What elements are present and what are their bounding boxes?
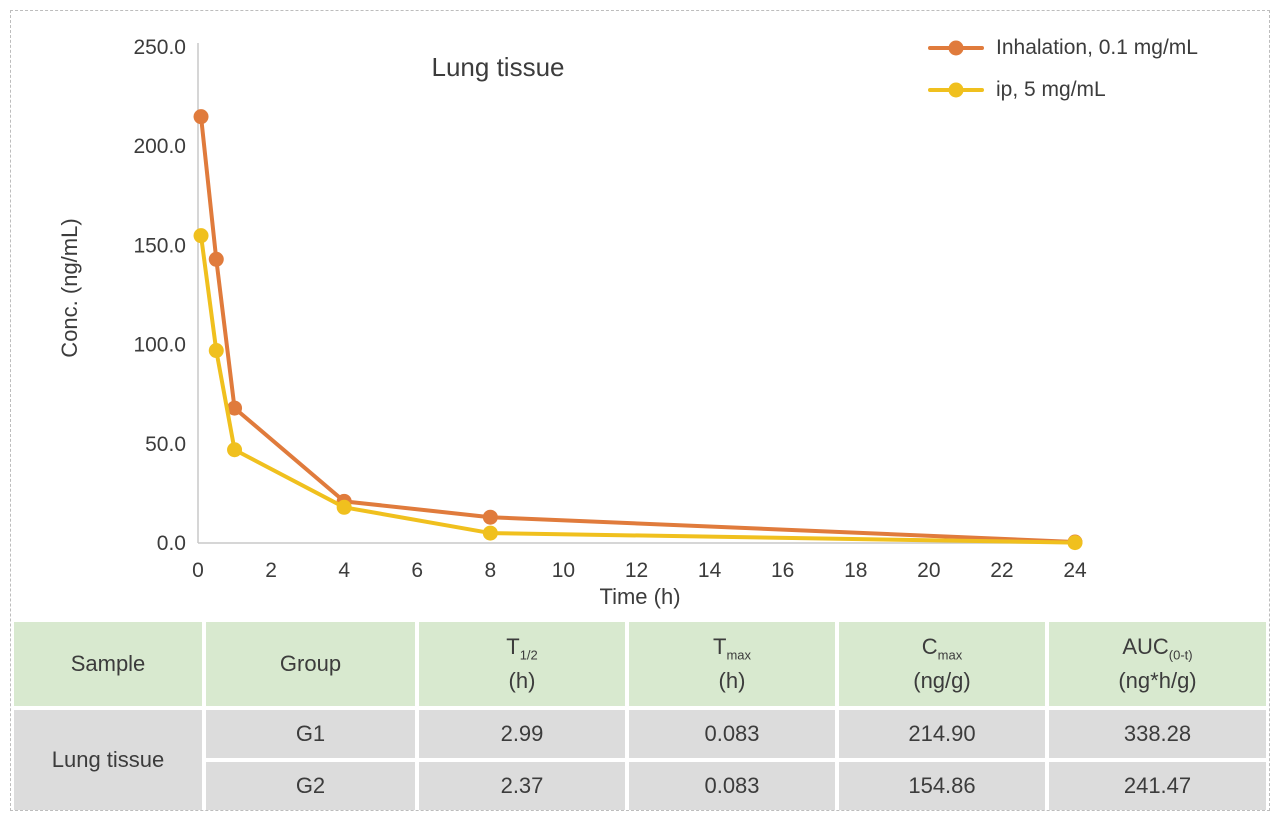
header-subscript: max [937, 647, 963, 663]
x-tick-label: 22 [990, 559, 1013, 582]
legend-item-ip: ip, 5 mg/mL [928, 78, 1198, 102]
legend-label: Inhalation, 0.1 mg/mL [996, 36, 1198, 59]
data-point-marker [227, 400, 243, 416]
table-cell-thalf-g2: 2.37 [419, 762, 625, 810]
header-symbol: Group [279, 651, 342, 676]
data-point-marker [336, 499, 352, 515]
header-unit: (ng/g) [913, 668, 971, 693]
table-cell-thalf-g1: 2.99 [419, 710, 625, 758]
y-tick-label: 0.0 [157, 532, 186, 555]
table-cell-group-g2: G2 [206, 762, 415, 810]
table-cell-tmax-g2: 0.083 [629, 762, 835, 810]
pk-parameters-table: Sample Group T1/2 (h) Tmax (h) Cmax (ng/… [14, 622, 1266, 810]
legend-label: ip, 5 mg/mL [996, 78, 1106, 101]
table-cell-group-g1: G1 [206, 710, 415, 758]
x-tick-label: 24 [1063, 559, 1087, 582]
y-tick-label: 200.0 [133, 135, 186, 158]
series-swatch-inhalation-icon [928, 46, 984, 50]
y-tick-label: 100.0 [133, 334, 186, 357]
series-line-1 [199, 235, 1076, 545]
data-point-marker [208, 251, 224, 267]
x-tick-label: 2 [265, 559, 277, 582]
header-subscript: max [726, 647, 751, 663]
data-point-marker [193, 228, 209, 244]
header-subscript: 1/2 [519, 647, 538, 663]
table-cell-sample: Lung tissue [14, 710, 202, 810]
x-tick-label: 18 [844, 559, 867, 582]
table-header-t-half: T1/2 (h) [419, 622, 625, 706]
y-axis-label: Conc. (ng/mL) [57, 218, 82, 358]
header-unit: (ng*h/g) [1118, 668, 1197, 693]
data-point-marker [193, 109, 209, 125]
data-point-marker [482, 509, 498, 525]
header-symbol: T [712, 634, 727, 659]
header-unit: (h) [508, 668, 536, 693]
legend-item-inhalation: Inhalation, 0.1 mg/mL [928, 36, 1198, 60]
header-symbol: AUC [1122, 634, 1169, 659]
y-tick-label: 250.0 [133, 36, 186, 59]
data-point-marker [1067, 535, 1083, 551]
header-unit: (h) [718, 668, 746, 693]
table-cell-cmax-g2: 154.86 [839, 762, 1045, 810]
table-header-tmax: Tmax (h) [629, 622, 835, 706]
x-tick-label: 8 [484, 559, 496, 582]
chart-title: Lung tissue [431, 52, 565, 82]
table-header-auc: AUC(0-t) (ng*h/g) [1049, 622, 1266, 706]
table-cell-auc-g2: 241.47 [1049, 762, 1266, 810]
table-header-sample: Sample [14, 622, 202, 706]
data-point-marker [482, 525, 498, 541]
y-tick-label: 50.0 [145, 433, 186, 456]
x-tick-label: 12 [625, 559, 648, 582]
header-symbol: C [921, 634, 938, 659]
x-tick-label: 14 [698, 559, 722, 582]
x-tick-label: 0 [192, 559, 204, 582]
series-line-0 [199, 116, 1076, 545]
x-tick-label: 6 [411, 559, 423, 582]
x-tick-label: 20 [917, 559, 940, 582]
data-point-marker [208, 343, 224, 359]
series-swatch-ip-icon [928, 88, 984, 92]
header-symbol: Sample [70, 651, 146, 676]
table-cell-auc-g1: 338.28 [1049, 710, 1266, 758]
x-axis-label: Time (h) [599, 584, 681, 609]
header-subscript: (0-t) [1168, 647, 1193, 663]
x-tick-label: 10 [552, 559, 575, 582]
x-tick-label: 16 [771, 559, 794, 582]
table-header-group: Group [206, 622, 415, 706]
data-point-marker [227, 442, 243, 458]
x-tick-label: 4 [338, 559, 350, 582]
table-cell-tmax-g1: 0.083 [629, 710, 835, 758]
y-tick-label: 150.0 [133, 234, 186, 257]
table-header-cmax: Cmax (ng/g) [839, 622, 1045, 706]
table-cell-cmax-g1: 214.90 [839, 710, 1045, 758]
header-symbol: T [506, 634, 520, 659]
legend: Inhalation, 0.1 mg/mL ip, 5 mg/mL [928, 36, 1198, 102]
